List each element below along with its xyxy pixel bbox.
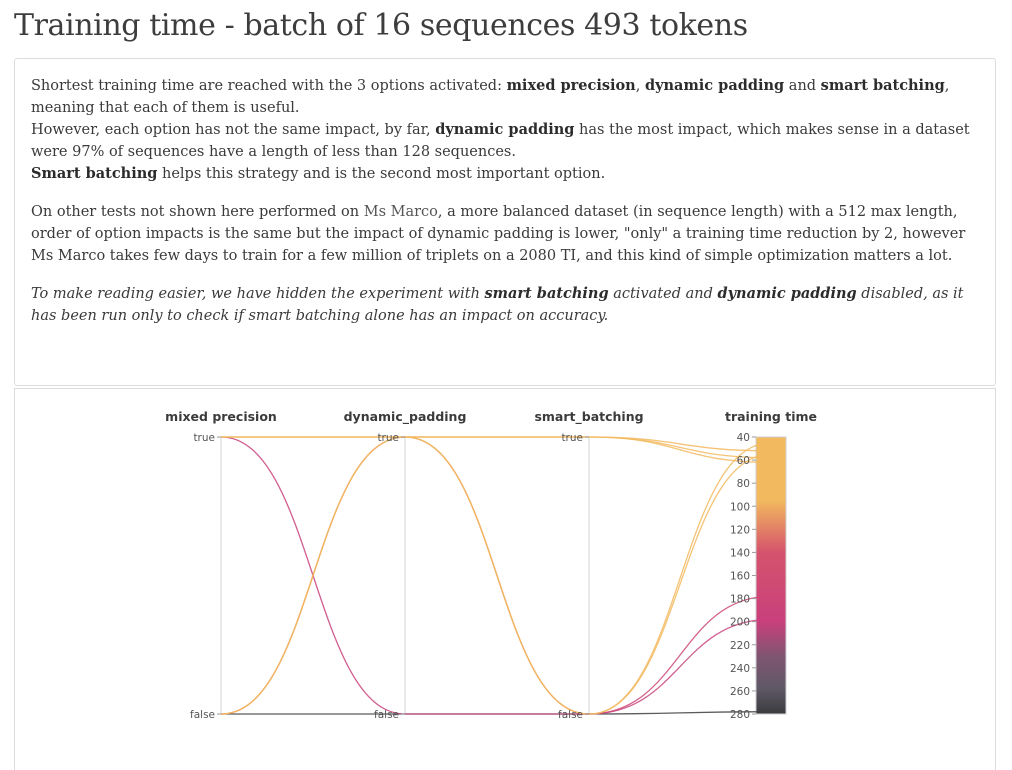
run-line[interactable] xyxy=(220,436,772,715)
tick-label-dp-true: true xyxy=(377,432,399,444)
chart-panel: true false mixed precision true false dynamic… xyxy=(14,388,996,770)
paragraph-ms-marco: On other tests not shown here performed … xyxy=(31,201,979,267)
bold-term: smart batching xyxy=(820,77,945,94)
run-line[interactable] xyxy=(220,436,772,459)
tick-label-time: 100 xyxy=(730,501,750,513)
text-segment: helps this strategy and is the second mo… xyxy=(157,166,606,182)
tick-label-time: 60 xyxy=(737,455,750,467)
tick-label-time: 40 xyxy=(737,432,750,444)
bold-term: mixed precision xyxy=(506,77,636,94)
text-segment: , meaning that each of them is useful. xyxy=(31,78,950,116)
bold-term: dynamic padding xyxy=(644,77,785,94)
tick-label-sb-false: false xyxy=(558,709,583,721)
text-segment: has the most impact, which makes sense i… xyxy=(31,122,970,160)
text-segment: On other tests not shown here performed … xyxy=(31,204,364,220)
axis-title-time[interactable]: training time xyxy=(725,409,817,424)
run-line[interactable] xyxy=(220,436,772,715)
text-segment: activated and xyxy=(608,286,718,302)
text-panel: Shortest training time are reached with … xyxy=(14,58,996,386)
text-segment: disabled, as it has been run only to che… xyxy=(31,286,964,324)
tick-label-time: 180 xyxy=(730,594,750,606)
tick-label-dp-false: false xyxy=(374,709,399,721)
bold-term: dynamic padding xyxy=(717,285,857,302)
tick-label-time: 220 xyxy=(730,640,750,652)
parallel-coordinates-chart: true false mixed precision true false dynamic… xyxy=(165,409,817,721)
axis-title-dp[interactable]: dynamic_padding xyxy=(344,409,467,425)
text-segment: and xyxy=(784,78,821,94)
run-line[interactable] xyxy=(220,436,772,715)
training-time-colorbar[interactable] xyxy=(755,436,787,715)
tick-label-time: 80 xyxy=(737,478,750,490)
axis-title-mp[interactable]: mixed precision xyxy=(165,409,277,424)
text-segment: , a more balanced dataset (in sequence l… xyxy=(31,204,966,264)
run-line[interactable] xyxy=(220,436,772,715)
text-segment: , xyxy=(635,78,645,94)
text-segment: Shortest training time are reached with … xyxy=(31,78,507,94)
tick-label-time: 120 xyxy=(730,524,750,536)
paragraph-note: To make reading easier, we have hidden t… xyxy=(31,283,979,327)
tick-label-mp-true: true xyxy=(193,432,215,444)
bold-term: smart batching xyxy=(484,285,609,302)
paragraph-results: Shortest training time are reached with … xyxy=(31,75,979,185)
tick-label-time: 160 xyxy=(730,571,750,583)
tick-label-time: 140 xyxy=(730,547,750,559)
tick-label-mp-false: false xyxy=(190,709,215,721)
bold-term: dynamic padding xyxy=(435,121,575,138)
tick-label-time: 280 xyxy=(730,709,750,721)
tick-label-sb-true: true xyxy=(561,432,583,444)
text-segment: To make reading easier, we have hidden t… xyxy=(31,286,485,302)
run-line[interactable] xyxy=(220,436,772,715)
ms-marco-link[interactable]: Ms Marco xyxy=(363,204,438,220)
tick-label-time: 240 xyxy=(730,663,750,675)
tick-label-time: 200 xyxy=(730,617,750,629)
tick-label-time: 260 xyxy=(730,686,750,698)
axis-title-sb[interactable]: smart_batching xyxy=(534,409,643,425)
bold-term: Smart batching xyxy=(31,165,158,182)
page-title: Training time - batch of 16 sequences 49… xyxy=(14,8,748,43)
text-segment: However, each option has not the same im… xyxy=(31,122,436,138)
